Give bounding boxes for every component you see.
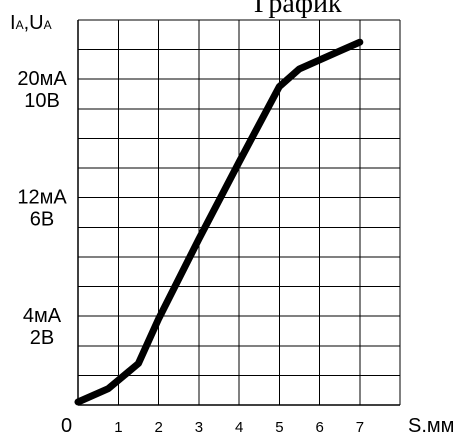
x-tick-labels: 1 2 3 4 5 6 7 [114, 419, 364, 436]
chart-title: График [254, 0, 342, 19]
x-tick-label: 3 [195, 419, 203, 436]
x-tick-label: 1 [114, 419, 122, 436]
x-tick-label: 6 [316, 419, 324, 436]
x-tick-label: 7 [356, 419, 364, 436]
y-tick-label-voltage: 10В [24, 90, 60, 112]
x-tick-label: 5 [275, 419, 283, 436]
y-tick-label-current: 12мА [17, 186, 67, 208]
y-tick-label-current: 4мА [23, 305, 62, 327]
grid [78, 19, 401, 405]
y-tick-label-voltage: 6В [30, 208, 54, 230]
y-tick-label-voltage: 2В [30, 327, 54, 349]
origin-label: 0 [61, 415, 72, 437]
y-axis-label-text: IA,UA [10, 12, 52, 34]
x-axis-label: S.мм [408, 415, 454, 437]
x-tick-label: 2 [155, 419, 163, 436]
axes [77, 20, 400, 406]
y-tick-label-current: 20мА [17, 68, 67, 90]
x-tick-label: 4 [235, 419, 243, 436]
y-axis-label: IA,UA [10, 12, 52, 34]
series-line [74, 38, 364, 406]
